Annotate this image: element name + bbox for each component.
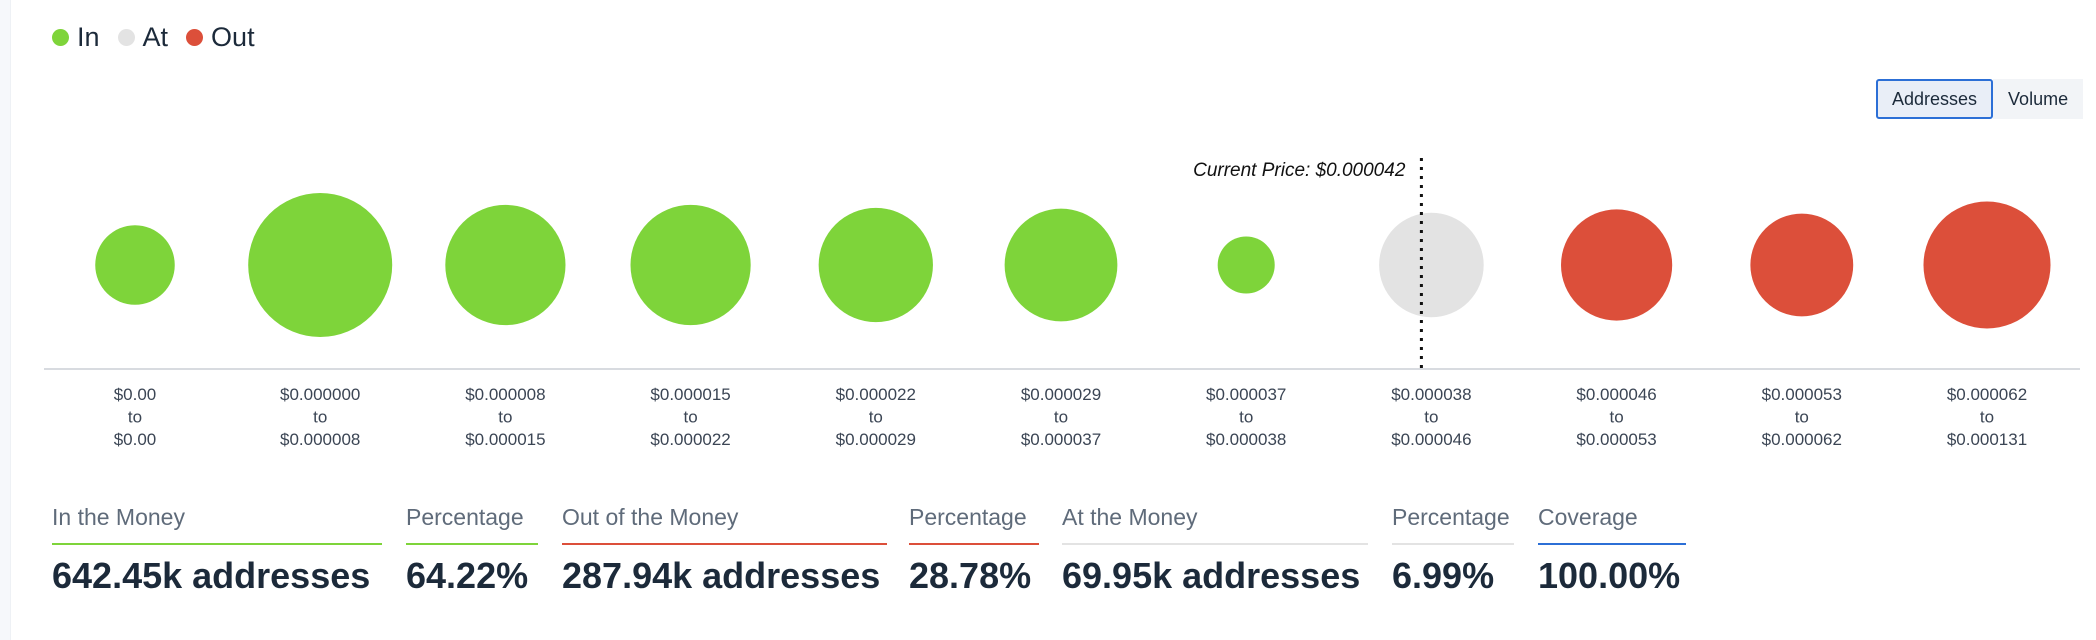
- x-tick-label: $0.000053: [1576, 430, 1656, 449]
- x-tick-label: $0.000062: [1947, 385, 2027, 404]
- x-tick-label: $0.000046: [1576, 385, 1656, 404]
- x-tick-label: $0.000029: [1021, 385, 1101, 404]
- stat-at-percentage: Percentage 6.99%: [1392, 500, 1514, 597]
- stat-underline: [1538, 543, 1686, 545]
- stat-label: Coverage: [1538, 504, 1638, 530]
- metric-toggle: Addresses Volume: [1876, 79, 2084, 119]
- x-tick-label: $0.000053: [1762, 385, 1842, 404]
- x-tick-label: to: [869, 408, 883, 427]
- stat-underline: [1062, 543, 1368, 545]
- bubble-in[interactable]: [1004, 208, 1118, 322]
- x-tick-label: $0.000029: [836, 430, 916, 449]
- x-tick-label: to: [1795, 408, 1809, 427]
- x-tick-label: to: [498, 408, 512, 427]
- x-tick-label: $0.000062: [1762, 430, 1842, 449]
- x-tick-label: $0.000038: [1206, 430, 1286, 449]
- stat-underline: [52, 543, 382, 545]
- stat-value: 100.00%: [1538, 555, 1681, 596]
- stat-value: 64.22%: [406, 555, 529, 596]
- volume-toggle-button[interactable]: Volume: [1993, 79, 2084, 119]
- stat-in-the-money: In the Money 642.45k addresses: [52, 500, 382, 597]
- legend-dot-at-icon: [117, 29, 135, 46]
- x-tick-label: to: [1980, 408, 1994, 427]
- bubble-out[interactable]: [1923, 201, 2051, 329]
- bubble-in[interactable]: [248, 193, 393, 337]
- legend-item-in[interactable]: In: [52, 22, 100, 53]
- x-tick-label: $0.000037: [1021, 430, 1101, 449]
- stats-row: In the Money 642.45k addresses Percentag…: [0, 500, 2096, 610]
- x-tick-label: to: [1054, 408, 1068, 427]
- stat-underline: [909, 543, 1039, 545]
- x-tick-label: $0.000008: [465, 385, 545, 404]
- legend-item-at[interactable]: At: [117, 22, 169, 53]
- stat-label: Percentage: [406, 504, 524, 530]
- x-tick-label: $0.000038: [1391, 385, 1471, 404]
- legend-label-at: At: [142, 22, 169, 52]
- stat-label: Percentage: [909, 504, 1027, 530]
- stat-label: Out of the Money: [562, 504, 739, 530]
- addresses-toggle-button[interactable]: Addresses: [1876, 79, 1994, 119]
- stat-out-percentage: Percentage 28.78%: [909, 500, 1039, 597]
- x-tick-label: to: [684, 408, 698, 427]
- stat-coverage: Coverage 100.00%: [1538, 500, 1686, 597]
- x-tick-label: $0.000000: [280, 385, 360, 404]
- stat-value: 642.45k addresses: [52, 555, 371, 596]
- bubble-in[interactable]: [630, 204, 751, 326]
- stat-value: 287.94k addresses: [562, 555, 881, 596]
- legend-dot-in-icon: [52, 29, 69, 46]
- x-tick-label: $0.000022: [650, 430, 730, 449]
- legend-dot-out-icon: [186, 29, 204, 46]
- legend-label-out: Out: [211, 22, 255, 52]
- x-tick-label: $0.000046: [1391, 430, 1471, 449]
- x-tick-label: $0.000037: [1206, 385, 1286, 404]
- bubble-in[interactable]: [445, 204, 566, 326]
- x-tick-label: $0.00: [114, 430, 157, 449]
- x-tick-label: $0.000008: [280, 430, 360, 449]
- stat-in-percentage: Percentage 64.22%: [406, 500, 538, 597]
- x-tick-label: $0.00: [114, 385, 157, 404]
- x-tick-label: to: [128, 408, 142, 427]
- bubble-in[interactable]: [95, 225, 175, 305]
- stat-label: At the Money: [1062, 504, 1198, 530]
- x-tick-label: $0.000022: [836, 385, 916, 404]
- stat-underline: [562, 543, 887, 545]
- x-tick-label: to: [1424, 408, 1438, 427]
- stat-value: 69.95k addresses: [1062, 555, 1361, 596]
- stat-out-of-the-money: Out of the Money 287.94k addresses: [562, 500, 887, 597]
- bubble-out[interactable]: [1750, 213, 1854, 317]
- bubble-in[interactable]: [1217, 236, 1275, 294]
- bubble-out[interactable]: [1561, 209, 1673, 321]
- x-tick-label: to: [1239, 408, 1253, 427]
- bubble-in[interactable]: [818, 207, 933, 323]
- stat-value: 28.78%: [909, 555, 1032, 596]
- page-left-border: [0, 0, 11, 640]
- stat-label: Percentage: [1392, 504, 1510, 530]
- chart-legend: In At Out: [52, 22, 255, 53]
- stat-underline: [406, 543, 538, 545]
- bubble-at[interactable]: [1379, 212, 1484, 318]
- x-tick-label: $0.000015: [465, 430, 545, 449]
- stat-value: 6.99%: [1392, 555, 1495, 596]
- legend-item-out[interactable]: Out: [186, 22, 255, 53]
- stat-underline: [1392, 543, 1514, 545]
- stat-label: In the Money: [52, 504, 185, 530]
- x-tick-label: to: [1610, 408, 1624, 427]
- x-tick-label: $0.000131: [1947, 430, 2027, 449]
- x-tick-label: to: [313, 408, 327, 427]
- stat-at-the-money: At the Money 69.95k addresses: [1062, 500, 1368, 597]
- current-price-label: Current Price: $0.000042: [1193, 160, 1406, 181]
- legend-label-in: In: [77, 22, 100, 52]
- bubble-chart: $0.00 to $0.00 $0.000000 to $0.000008 $0.00000…: [44, 158, 2080, 449]
- x-tick-label: $0.000015: [650, 385, 730, 404]
